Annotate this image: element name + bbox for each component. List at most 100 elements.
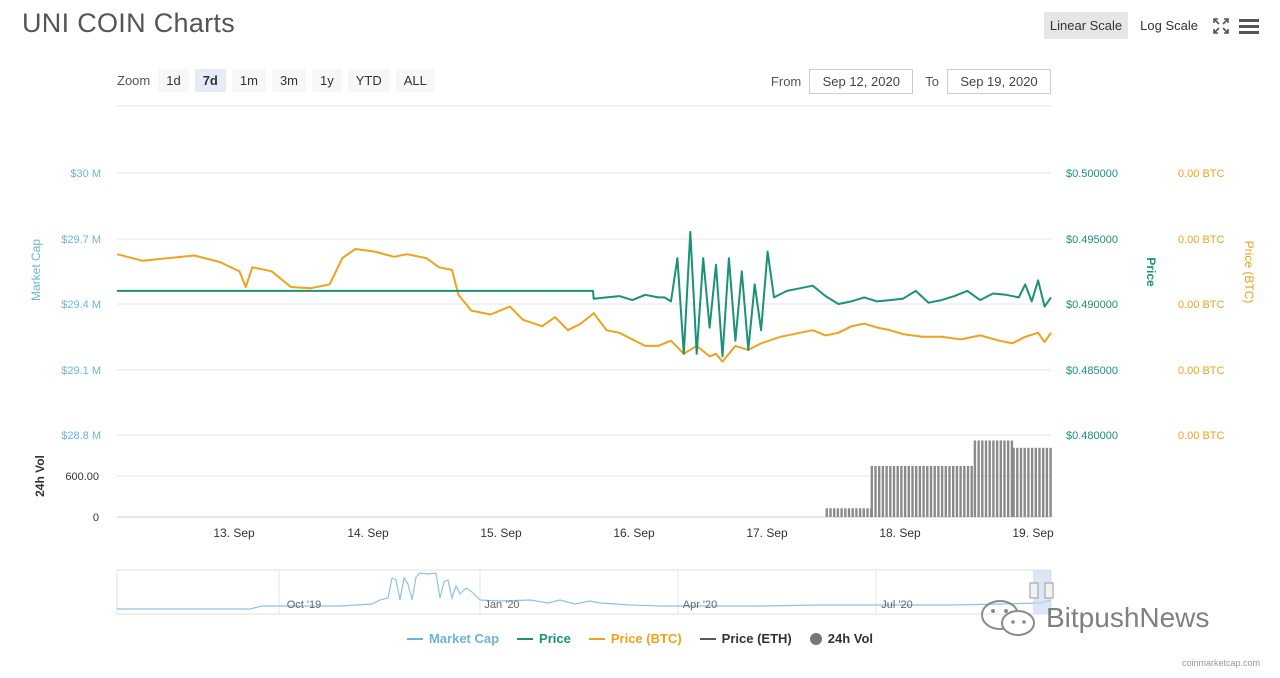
legend-swatch: [809, 632, 822, 645]
y-left-tick: $29.7 M: [61, 234, 101, 246]
volume-bar: [963, 466, 966, 517]
legend-item-price[interactable]: Price: [517, 631, 571, 646]
series-line-price: [117, 230, 1052, 358]
scale-toolbar: Linear Scale Log Scale: [1043, 12, 1260, 39]
navigator-handle-left[interactable]: [1029, 582, 1039, 599]
volume-bar: [825, 508, 828, 517]
y-left-tick: $30 M: [70, 168, 101, 180]
y-right-axis: $0.500000 $0.495000 $0.490000 $0.485000 …: [1066, 168, 1118, 442]
volume-bar: [1023, 447, 1026, 517]
to-date-input[interactable]: [947, 69, 1051, 94]
legend-item-price-eth[interactable]: Price (ETH): [699, 631, 792, 646]
hamburger-menu-icon[interactable]: [1238, 15, 1260, 37]
zoom-3m-button[interactable]: 3m: [271, 69, 306, 92]
vol-tick: 0: [93, 512, 99, 524]
volume-bar: [1016, 447, 1019, 517]
volume-bar: [911, 466, 914, 517]
page-title: UNI COIN Charts: [22, 8, 236, 38]
legend-swatch: [588, 637, 605, 640]
y-btc-axis-title: Price (BTC): [1242, 241, 1256, 304]
volume-bar: [952, 466, 955, 517]
legend-swatch: [406, 637, 423, 640]
volume-bar: [992, 440, 995, 517]
x-tick-label: 15. Sep: [480, 526, 522, 540]
volume-bar: [1012, 447, 1015, 517]
volume-bar: [915, 466, 918, 517]
fullscreen-icon[interactable]: [1210, 15, 1232, 37]
volume-bar: [866, 508, 869, 517]
volume-bar: [1038, 447, 1041, 517]
volume-bar: [944, 466, 947, 517]
volume-bar: [995, 440, 999, 517]
linear-scale-button[interactable]: Linear Scale: [1043, 12, 1129, 39]
zoom-1d-button[interactable]: 1d: [158, 69, 189, 92]
volume-bar: [988, 440, 991, 517]
volume-bar: [918, 466, 922, 517]
y-right-tick: $0.490000: [1066, 299, 1118, 311]
zoom-1m-button[interactable]: 1m: [231, 69, 266, 92]
x-tick-label: 14. Sep: [347, 526, 389, 540]
legend-item-price-btc[interactable]: Price (BTC): [588, 631, 682, 646]
y-right-tick: $0.495000: [1066, 234, 1118, 246]
volume-bar: [948, 466, 951, 517]
volume-bar: [933, 466, 936, 517]
volume-bar: [892, 466, 896, 517]
volume-bar: [851, 508, 854, 517]
vol-axis: 600.00 0: [65, 471, 99, 524]
grid: [117, 172, 1051, 518]
volume-bar: [970, 466, 973, 517]
zoom-1y-button[interactable]: 1y: [312, 69, 342, 92]
navigator-handle-right[interactable]: [1044, 582, 1054, 599]
from-label: From: [770, 74, 802, 89]
legend-label: Price (ETH): [721, 631, 792, 646]
volume-bar: [907, 466, 910, 517]
volume-bar: [966, 466, 970, 517]
volume-bar: [858, 508, 862, 517]
volume-bar: [862, 508, 865, 517]
x-tick-label: 19. Sep: [1012, 526, 1054, 540]
volume-bar: [922, 466, 925, 517]
y-left-axis: $30 M $29.7 M $29.4 M $29.1 M $28.8 M: [61, 168, 101, 442]
volume-bar: [833, 508, 836, 517]
from-date-input[interactable]: [809, 69, 914, 94]
date-range: From To: [771, 69, 1051, 94]
navigator-selection[interactable]: [1033, 570, 1051, 614]
credits-link[interactable]: coinmarketcap.com: [1181, 658, 1260, 668]
navigator-frame: [116, 569, 1052, 615]
volume-bar: [889, 466, 892, 517]
zoom-all-button[interactable]: ALL: [395, 69, 435, 92]
watermark: BitpushNews: [978, 598, 1209, 638]
legend-item-market-cap[interactable]: Market Cap: [406, 631, 500, 646]
volume-bar: [840, 508, 843, 517]
series-lines: [116, 230, 1052, 363]
volume-bar: [896, 466, 899, 517]
legend-label: Price (BTC): [610, 631, 682, 646]
y-btc-tick: 0.00 BTC: [1178, 168, 1225, 180]
zoom-ytd-button[interactable]: YTD: [347, 69, 390, 92]
volume-bar: [844, 508, 847, 517]
volume-bar: [878, 466, 881, 517]
volume-bar: [1049, 447, 1052, 517]
legend-label: Market Cap: [428, 631, 500, 646]
volume-bar: [1030, 447, 1034, 517]
zoom-7d-button[interactable]: 7d: [194, 69, 226, 92]
y-btc-tick: 0.00 BTC: [1178, 299, 1225, 311]
y-btc-tick: 0.00 BTC: [1178, 234, 1225, 246]
series-line-price-btc: [116, 248, 1052, 363]
volume-bar: [1045, 447, 1049, 517]
volume-bar: [829, 508, 832, 517]
zoom-label: Zoom: [117, 73, 151, 88]
navigator-label: Jul '20: [881, 599, 912, 611]
x-tick-label: 13. Sep: [213, 526, 255, 540]
volume-bar: [874, 466, 877, 517]
y-btc-tick: 0.00 BTC: [1178, 365, 1225, 377]
volume-bar: [984, 440, 988, 517]
volume-bar: [1003, 440, 1006, 517]
volume-bar: [955, 466, 959, 517]
log-scale-button[interactable]: Log Scale: [1140, 18, 1198, 33]
legend-item-24h-vol[interactable]: 24h Vol: [809, 631, 873, 646]
x-tick-label: 18. Sep: [879, 526, 921, 540]
y-right-tick: $0.480000: [1066, 430, 1118, 442]
x-tick-label: 16. Sep: [613, 526, 655, 540]
vol-tick: 600.00: [65, 471, 99, 483]
